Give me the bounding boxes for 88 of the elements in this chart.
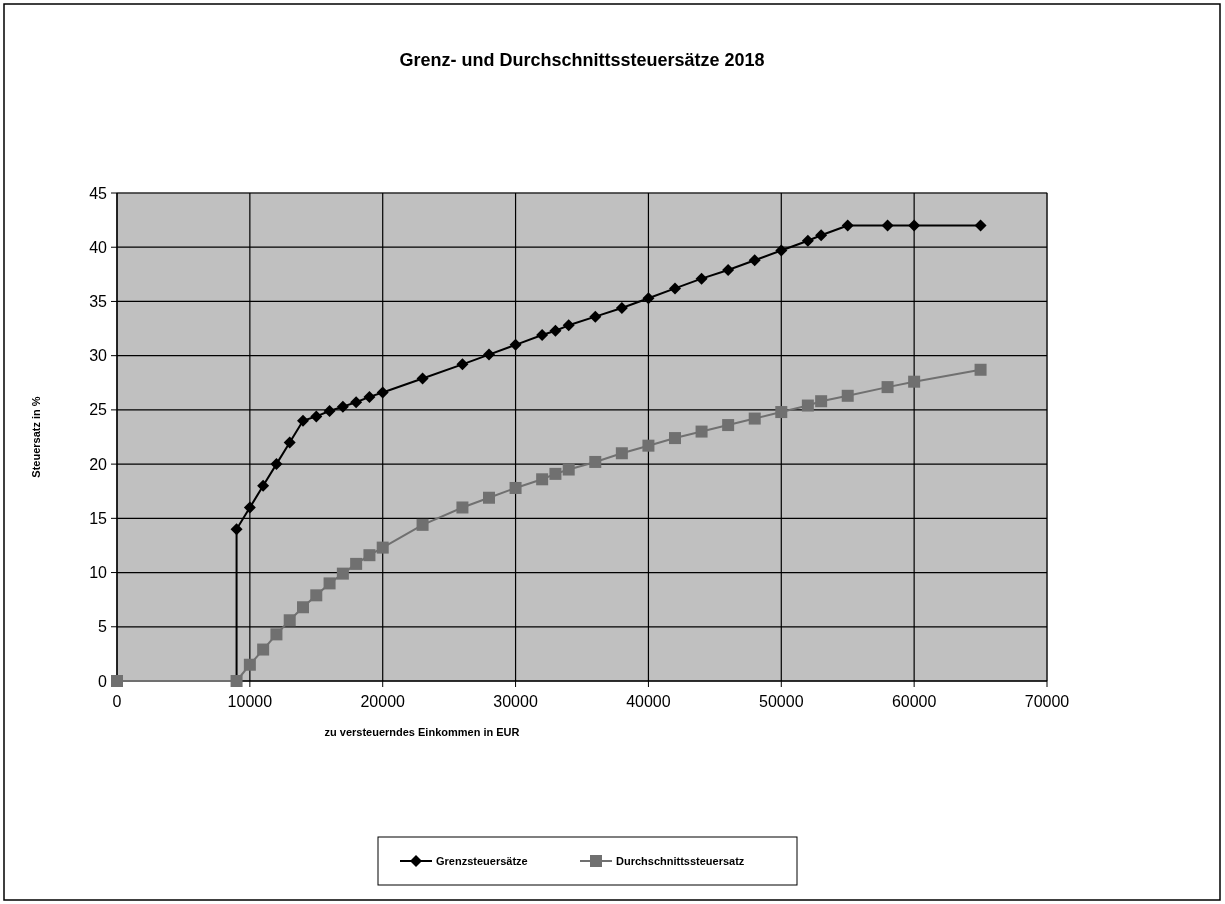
point — [483, 491, 495, 504]
point — [323, 577, 336, 590]
point — [562, 319, 575, 332]
x-tick-label: 60000 — [891, 693, 937, 710]
point — [350, 557, 363, 570]
y-tick-label: 45 — [89, 184, 108, 202]
point — [536, 473, 549, 486]
point — [615, 301, 628, 314]
point — [283, 436, 296, 449]
legend-label: Durchschnittssteuersatz — [616, 854, 745, 867]
point — [243, 658, 256, 671]
point — [483, 348, 495, 361]
point — [722, 419, 735, 432]
y-tick-label: 0 — [98, 672, 108, 690]
point — [841, 389, 854, 402]
point — [775, 244, 788, 257]
point — [549, 324, 562, 337]
point — [615, 447, 628, 460]
point — [695, 272, 708, 285]
point — [456, 501, 469, 514]
point — [350, 396, 363, 409]
x-tick-label: 50000 — [759, 693, 804, 710]
x-tick-label: 20000 — [360, 693, 406, 710]
point — [336, 567, 349, 580]
point — [748, 254, 761, 267]
point — [456, 358, 469, 371]
point — [509, 338, 522, 351]
point — [695, 425, 708, 438]
point — [974, 219, 987, 232]
point — [801, 234, 814, 247]
point — [881, 381, 894, 394]
x-tick-label: 30000 — [493, 693, 538, 710]
point — [283, 614, 296, 627]
point — [815, 229, 828, 242]
point — [363, 390, 376, 403]
x-tick-label: 70000 — [1024, 693, 1070, 710]
point — [297, 601, 309, 614]
y-tick-label: 40 — [89, 238, 108, 256]
point — [297, 414, 309, 427]
y-tick-label: 20 — [89, 455, 108, 473]
point — [589, 310, 602, 323]
point — [748, 412, 761, 425]
point — [536, 329, 549, 342]
point — [722, 264, 735, 276]
y-tick-label: 10 — [89, 564, 108, 582]
point — [376, 386, 389, 399]
point — [881, 219, 894, 232]
point — [549, 467, 562, 480]
point — [642, 292, 655, 305]
y-tick-label: 5 — [98, 618, 108, 636]
point — [230, 523, 243, 536]
point — [589, 455, 602, 468]
point — [908, 219, 921, 232]
point — [310, 589, 323, 602]
point — [775, 406, 788, 419]
chart-title: Grenz- und Durchschnittssteuersätze 2018 — [399, 50, 765, 70]
point — [270, 628, 283, 641]
point — [416, 372, 429, 385]
point — [257, 479, 270, 492]
x-tick-label: 40000 — [626, 693, 671, 710]
x-axis-title: zu versteuerndes Einkommen in EUR — [324, 726, 520, 738]
point — [974, 363, 987, 376]
point — [669, 282, 681, 295]
point — [323, 404, 336, 417]
point — [310, 410, 323, 423]
point — [801, 399, 814, 412]
point — [562, 463, 575, 476]
point — [363, 549, 376, 562]
y-tick-label: 35 — [89, 293, 108, 311]
point — [908, 375, 921, 388]
legend-label: Grenzsteuersätze — [436, 854, 528, 867]
point — [376, 541, 389, 554]
y-tick-label: 25 — [89, 401, 108, 419]
y-tick-label: 15 — [89, 509, 108, 527]
point — [270, 458, 283, 471]
point — [416, 518, 429, 531]
point — [257, 643, 270, 656]
point — [642, 439, 655, 452]
y-tick-label: 30 — [89, 347, 108, 365]
point — [243, 501, 256, 514]
point — [509, 481, 522, 494]
point — [336, 400, 349, 413]
y-axis-title: Steuersatz in % — [30, 396, 42, 478]
x-tick-label: 0 — [112, 693, 122, 710]
point — [815, 395, 828, 408]
x-tick-label: 10000 — [227, 693, 273, 710]
point — [841, 219, 854, 232]
point — [669, 432, 681, 445]
